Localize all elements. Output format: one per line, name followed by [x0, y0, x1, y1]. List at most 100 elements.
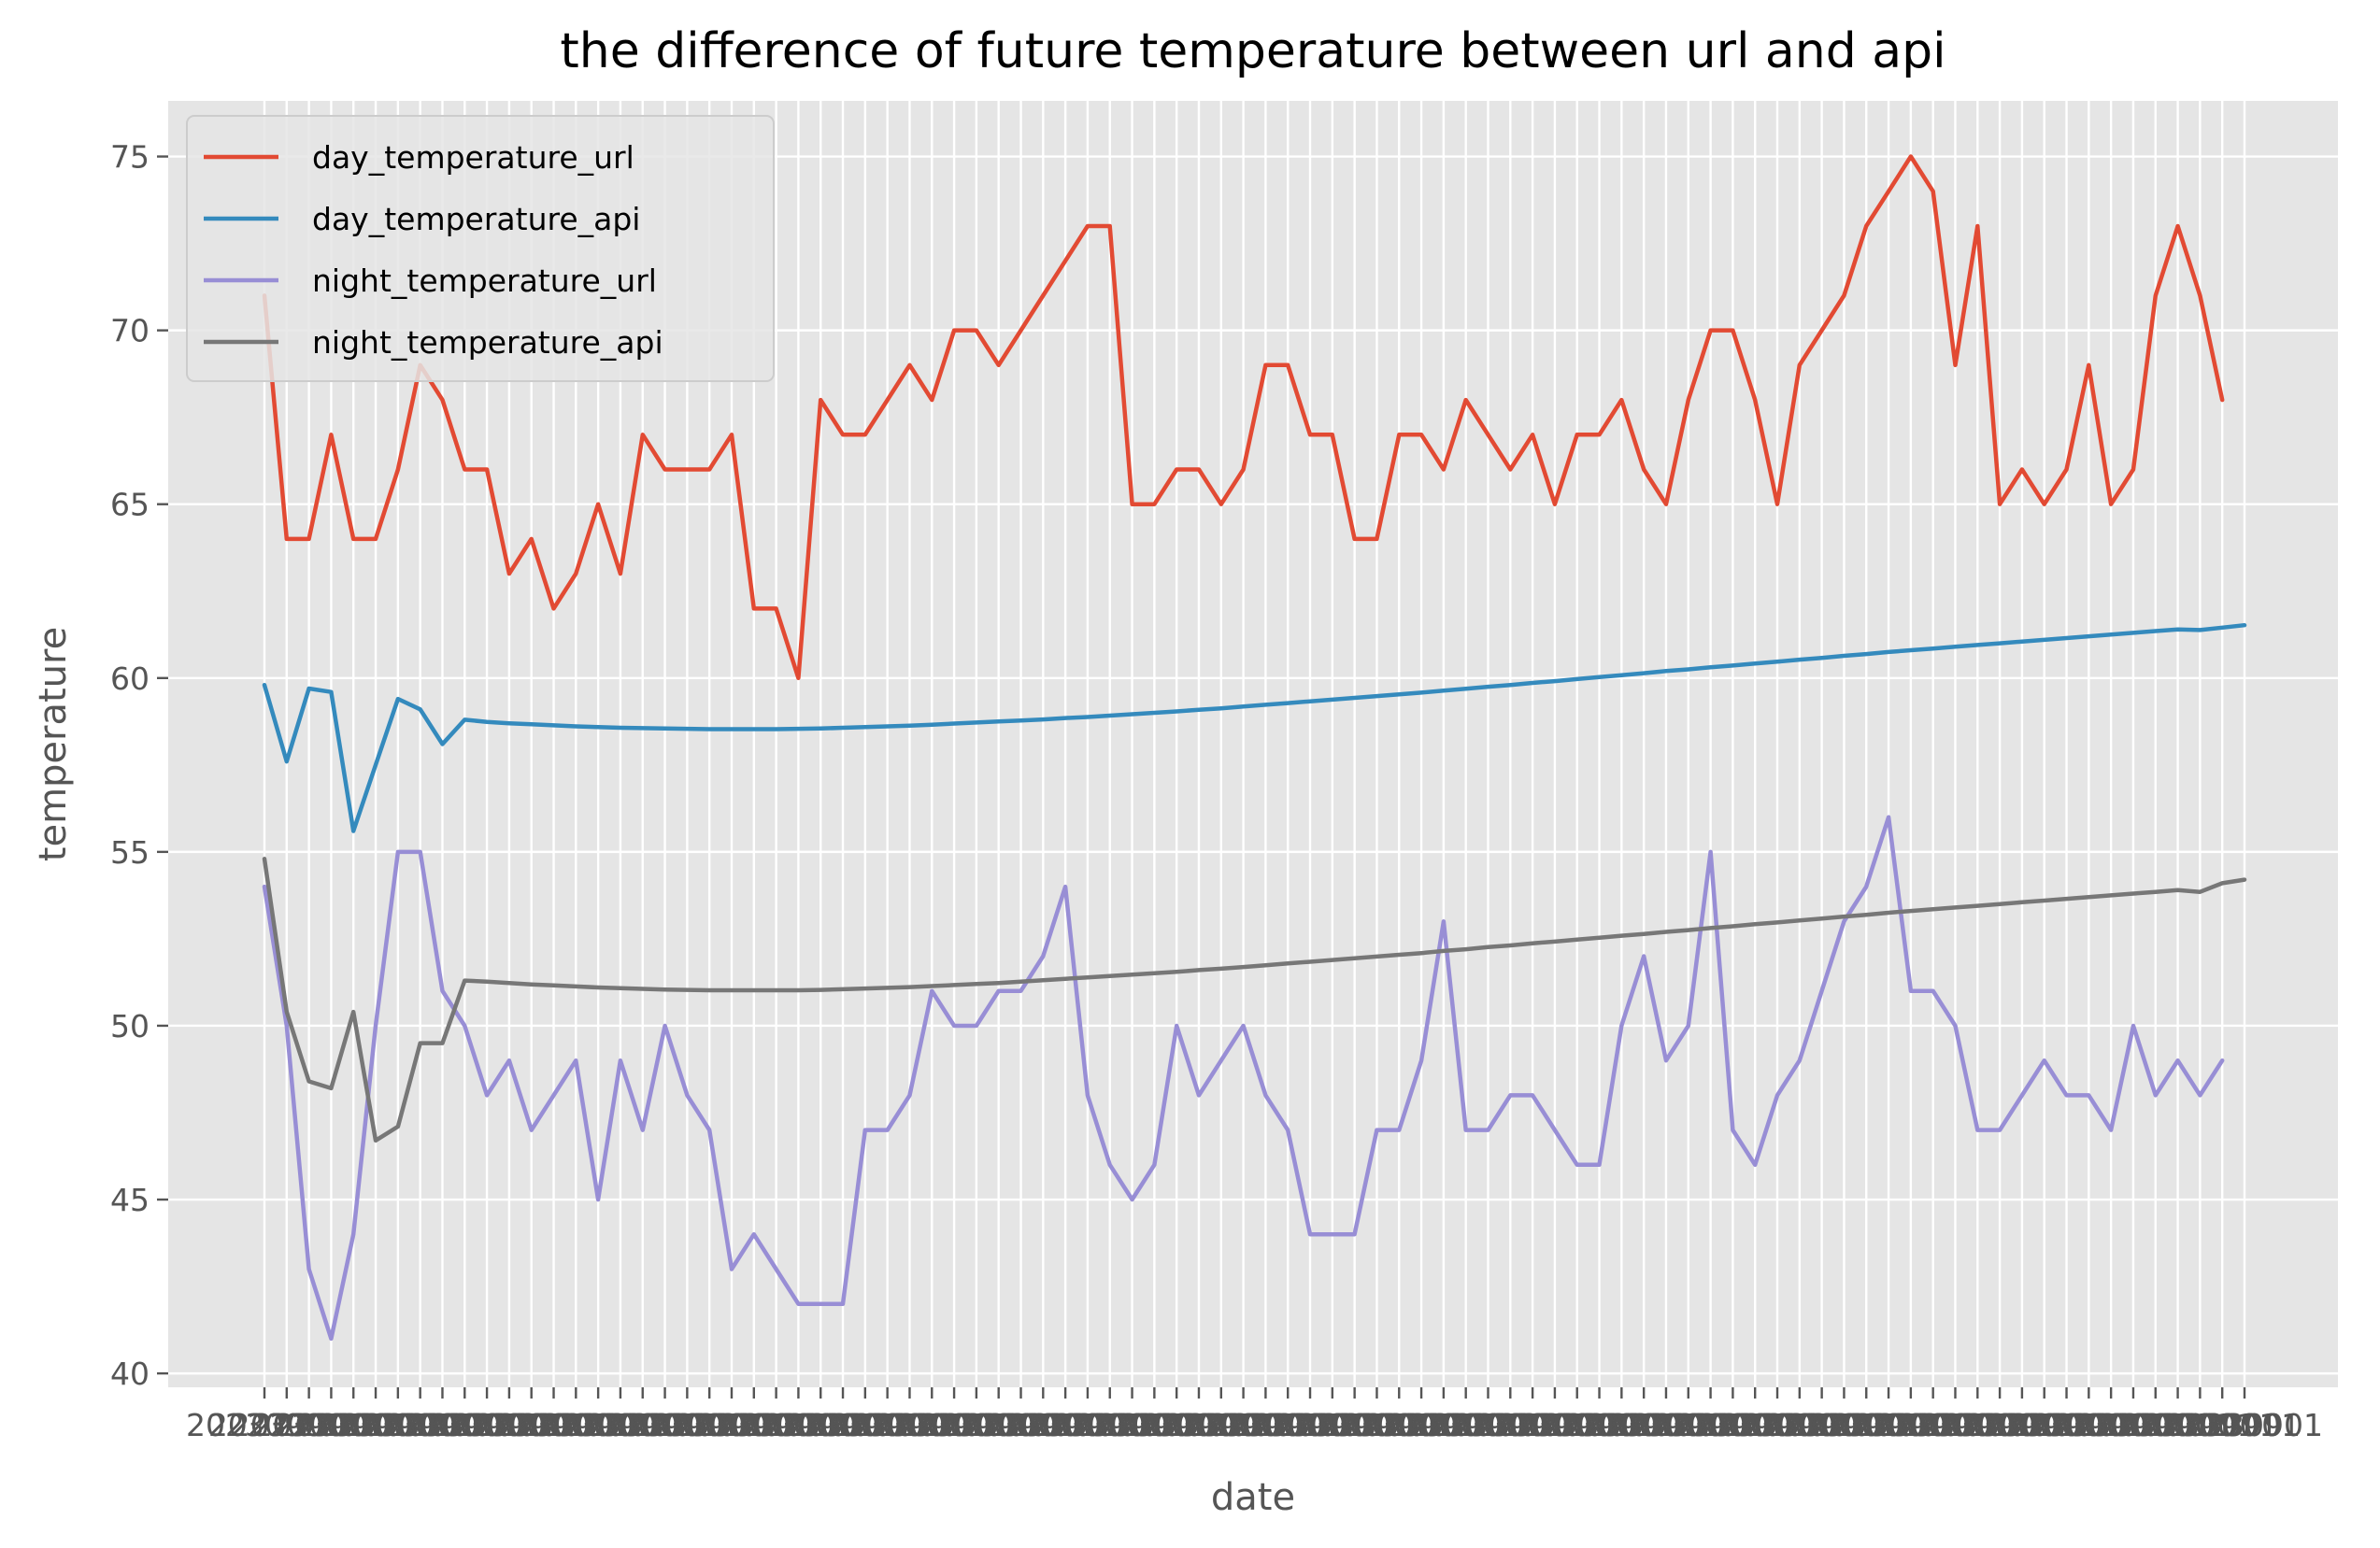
x-tick-label: 20230901 — [186, 1407, 343, 1443]
y-tick-label: 70 — [110, 313, 150, 349]
x-tick-label: 20230901 — [1032, 1407, 1189, 1443]
x-tick-label: 20230901 — [1765, 1407, 1922, 1443]
x-tick-label: 20230901 — [1610, 1407, 1767, 1443]
x-tick-label: 20230901 — [476, 1407, 633, 1443]
x-tick-label: 20230901 — [1276, 1407, 1433, 1443]
x-tick-label: 20230901 — [453, 1407, 610, 1443]
y-tick-label: 40 — [110, 1356, 150, 1392]
x-tick-label: 20230901 — [1654, 1407, 1811, 1443]
y-tick-label: 65 — [110, 487, 150, 523]
x-tick-label: 20230901 — [1944, 1407, 2101, 1443]
x-tick-label: 20230901 — [1054, 1407, 1211, 1443]
x-tick-label: 20230901 — [964, 1407, 1121, 1443]
x-tick-label: 20230901 — [1521, 1407, 1678, 1443]
x-tick-label: 20230901 — [1499, 1407, 1656, 1443]
x-tick-label: 20230901 — [1165, 1407, 1322, 1443]
x-tick-label: 20230901 — [1744, 1407, 1901, 1443]
x-tick-label: 20230901 — [1098, 1407, 1255, 1443]
x-tick-label: 20230901 — [231, 1407, 388, 1443]
x-tick-label: 20230901 — [720, 1407, 876, 1443]
x-tick-label: 20230901 — [1810, 1407, 1967, 1443]
x-tick-label: 20230901 — [1343, 1407, 1500, 1443]
x-tick-label: 20230901 — [1966, 1407, 2123, 1443]
x-tick-label: 20230901 — [698, 1407, 855, 1443]
x-tick-label: 20230901 — [1320, 1407, 1477, 1443]
x-tick-label: 20230901 — [1120, 1407, 1277, 1443]
x-tick-label: 20230901 — [2032, 1407, 2189, 1443]
x-tick-label: 20230901 — [1298, 1407, 1455, 1443]
series-line-night-temperature-url — [262, 815, 2225, 1342]
x-tick-label: 20230901 — [608, 1407, 765, 1443]
x-tick-label: 20230901 — [1187, 1407, 1344, 1443]
x-tick-label: 20230901 — [2055, 1407, 2212, 1443]
x-tick-label: 20230901 — [1209, 1407, 1366, 1443]
x-tick-label: 20230901 — [1632, 1407, 1789, 1443]
x-tick-label: 20230901 — [987, 1407, 1144, 1443]
x-tick-label: 20230901 — [676, 1407, 833, 1443]
x-tick-label: 20230901 — [1076, 1407, 1233, 1443]
x-tick-label: 20230901 — [742, 1407, 899, 1443]
x-tick-label: 20230901 — [764, 1407, 921, 1443]
x-tick-label: 20230901 — [1788, 1407, 1945, 1443]
x-tick-label: 20230901 — [342, 1407, 499, 1443]
series-lines — [262, 154, 2247, 1342]
x-tick-label: 20230901 — [2010, 1407, 2167, 1443]
x-tick-label: 20230901 — [1454, 1407, 1611, 1443]
x-tick-label: 20230901 — [1899, 1407, 2056, 1443]
y-tick-label: 55 — [110, 834, 150, 871]
x-tick-label: 20230901 — [386, 1407, 543, 1443]
axes: 2023090120230901202309012023090120230901… — [110, 139, 2323, 1443]
x-tick-label: 20230901 — [1988, 1407, 2145, 1443]
x-tick-label: 20230901 — [1432, 1407, 1589, 1443]
x-tick-label: 20230901 — [408, 1407, 565, 1443]
x-tick-label: 20230901 — [876, 1407, 1033, 1443]
x-tick-label: 20230901 — [275, 1407, 432, 1443]
x-tick-label: 20230901 — [431, 1407, 588, 1443]
x-tick-label: 20230901 — [1009, 1407, 1166, 1443]
x-tick-label: 20230901 — [363, 1407, 520, 1443]
y-tick-label: 45 — [110, 1182, 150, 1218]
series-line-day-temperature-url — [262, 154, 2225, 681]
x-tick-label: 20230901 — [920, 1407, 1077, 1443]
x-tick-label: 20230901 — [208, 1407, 365, 1443]
y-tick-label: 60 — [110, 660, 150, 697]
x-tick-label: 20230901 — [587, 1407, 744, 1443]
x-tick-label: 20230901 — [853, 1407, 1010, 1443]
x-tick-label: 20230901 — [898, 1407, 1055, 1443]
x-tick-label: 20230901 — [297, 1407, 454, 1443]
y-tick-label: 75 — [110, 139, 150, 176]
x-tick-label: 20230901 — [1588, 1407, 1745, 1443]
legend-label: night_temperature_api — [312, 324, 663, 361]
x-tick-label: 20230901 — [1676, 1407, 1833, 1443]
x-tick-label: 20230901 — [252, 1407, 409, 1443]
x-tick-label: 20230901 — [1721, 1407, 1878, 1443]
x-tick-label: 20230901 — [831, 1407, 988, 1443]
x-tick-label: 20230901 — [1232, 1407, 1389, 1443]
x-tick-label: 20230901 — [2100, 1407, 2257, 1443]
legend-label: night_temperature_url — [312, 263, 657, 299]
y-tick-label: 50 — [110, 1008, 150, 1044]
legend: day_temperature_url day_temperature_apini… — [186, 115, 775, 382]
x-tick-label: 20230901 — [2144, 1407, 2301, 1443]
series-line-day-temperature-api — [262, 622, 2247, 833]
x-tick-label: 20230901 — [1365, 1407, 1522, 1443]
x-tick-label: 20230901 — [2077, 1407, 2234, 1443]
x-tick-label: 20230901 — [1410, 1407, 1567, 1443]
x-tick-label: 20230901 — [809, 1407, 966, 1443]
x-tick-label: 20230901 — [497, 1407, 654, 1443]
x-tick-label: 20230901 — [1832, 1407, 1989, 1443]
chart-title: the difference of future temperature bet… — [560, 23, 1945, 79]
x-tick-label: 20230901 — [631, 1407, 788, 1443]
x-tick-label: 20230901 — [2121, 1407, 2278, 1443]
x-tick-label: 20230901 — [1565, 1407, 1722, 1443]
x-tick-label: 20230901 — [653, 1407, 810, 1443]
x-tick-label: 20230901 — [1921, 1407, 2078, 1443]
x-tick-label: 20230901 — [787, 1407, 944, 1443]
x-tick-label: 20230901 — [1699, 1407, 1856, 1443]
x-tick-label: 20230901 — [564, 1407, 721, 1443]
x-tick-label: 20230901 — [1254, 1407, 1411, 1443]
y-axis-label: temperature — [32, 627, 75, 861]
x-tick-label: 20230901 — [1388, 1407, 1545, 1443]
legend-label: day_temperature_api — [312, 201, 640, 237]
